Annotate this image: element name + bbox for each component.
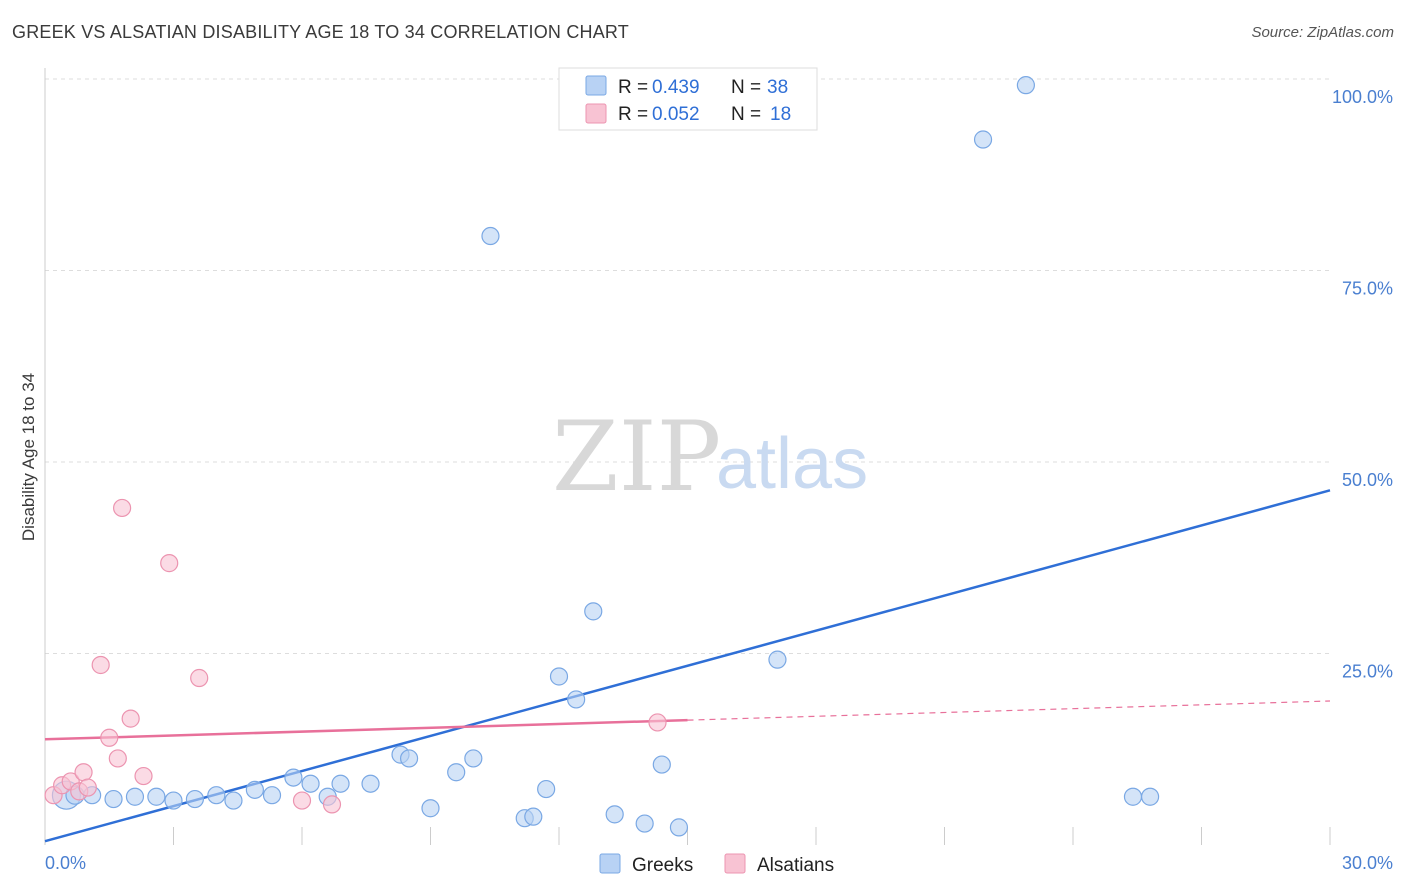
point-alsatians: [91, 655, 110, 675]
point-alsatians: [112, 498, 132, 518]
legend-r-label: R =: [618, 77, 648, 98]
source-label: Source: ZipAtlas.com: [1251, 24, 1394, 41]
legend-swatch-greeks: [585, 75, 607, 96]
point-greeks: [399, 749, 419, 768]
legend-n-value-alsatians: 18: [770, 104, 791, 125]
legend-r-value-alsatians: 0.052: [652, 104, 700, 125]
point-greeks: [481, 226, 500, 246]
legend-r-label: R =: [618, 104, 648, 125]
point-greeks: [421, 799, 440, 818]
point-greeks: [331, 774, 350, 793]
point-greeks: [524, 807, 543, 826]
y-tick-label: 100.0%: [1332, 87, 1393, 107]
point-greeks: [164, 791, 183, 810]
point-greeks: [224, 791, 243, 810]
point-alsatians: [648, 713, 667, 732]
bottom-legend: Greeks Alsatians: [599, 853, 834, 876]
data-points: [44, 76, 1160, 837]
axes: [44, 68, 1331, 845]
point-greeks: [537, 779, 556, 799]
y-tick-label: 75.0%: [1342, 279, 1393, 299]
y-axis-label: Disability Age 18 to 34: [19, 373, 38, 541]
point-greeks: [361, 774, 380, 793]
top-legend: R = 0.439 N = 38 R = 0.052 N = 18: [558, 67, 818, 131]
trendline-alsatians-extension: [687, 700, 1331, 721]
trendline-greeks: [44, 489, 1331, 843]
legend-n-label: N =: [731, 77, 761, 98]
point-greeks: [125, 787, 145, 806]
point-alsatians: [108, 749, 127, 768]
point-greeks: [284, 768, 303, 787]
legend-n-value-greeks: 38: [767, 77, 788, 98]
point-greeks: [301, 774, 320, 793]
point-greeks: [147, 787, 166, 806]
point-greeks: [1016, 76, 1035, 95]
point-alsatians: [100, 728, 119, 747]
point-greeks: [207, 786, 226, 805]
legend-n-label: N =: [731, 104, 761, 125]
watermark-atlas: atlas: [716, 424, 868, 504]
point-greeks: [584, 602, 603, 621]
point-greeks: [652, 755, 671, 774]
point-greeks: [464, 749, 483, 768]
point-greeks: [973, 130, 993, 149]
point-greeks: [669, 818, 689, 837]
tick-labels: 100.0% 75.0% 50.0% 25.0% 0.0% 30.0%: [45, 87, 1393, 873]
point-greeks: [768, 650, 787, 669]
trendlines: [44, 489, 1331, 843]
point-greeks: [245, 780, 264, 799]
point-greeks: [447, 763, 466, 782]
point-greeks: [1123, 787, 1143, 806]
point-alsatians: [160, 554, 179, 573]
point-greeks: [104, 789, 123, 809]
point-alsatians: [134, 766, 153, 786]
point-greeks: [605, 805, 624, 824]
bottom-legend-greeks: Greeks: [632, 855, 693, 876]
point-alsatians: [190, 668, 209, 688]
point-greeks: [549, 667, 569, 686]
point-greeks: [635, 814, 654, 833]
bottom-legend-alsatians: Alsatians: [757, 855, 834, 876]
legend-swatch-alsatians: [585, 103, 607, 124]
point-alsatians: [78, 778, 97, 797]
x-tick-label: 30.0%: [1342, 853, 1393, 873]
grid-lines: [45, 78, 1330, 654]
bottom-legend-swatch-greeks: [599, 853, 621, 874]
point-alsatians: [322, 795, 342, 814]
x-tick-label: 0.0%: [45, 853, 86, 873]
point-greeks: [185, 789, 205, 809]
watermark-zip: ZIP: [552, 401, 721, 513]
point-greeks: [262, 786, 282, 805]
bottom-legend-swatch-alsatians: [724, 853, 746, 874]
y-tick-label: 50.0%: [1342, 470, 1393, 490]
legend-r-value-greeks: 0.439: [652, 77, 700, 98]
point-alsatians: [74, 763, 93, 782]
point-alsatians: [121, 709, 140, 728]
trendline-alsatians: [44, 718, 688, 741]
point-greeks: [1140, 787, 1160, 806]
point-alsatians: [292, 791, 312, 810]
point-greeks: [567, 690, 586, 709]
chart-title: GREEK VS ALSATIAN DISABILITY AGE 18 TO 3…: [12, 22, 630, 42]
y-tick-label: 25.0%: [1342, 662, 1393, 682]
